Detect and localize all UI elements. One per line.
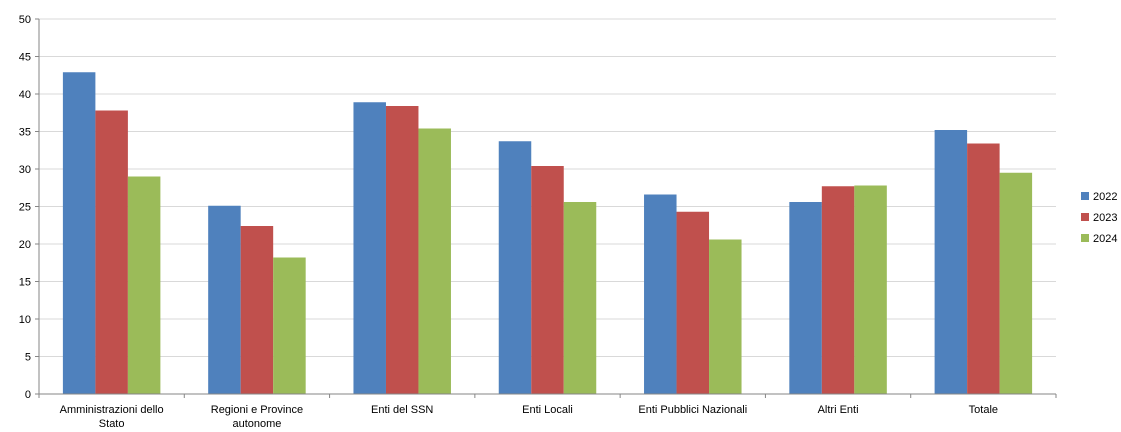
x-category-label: Enti del SSN bbox=[371, 404, 433, 416]
bar-2023 bbox=[385, 106, 419, 394]
bar-2024 bbox=[563, 202, 597, 394]
bar-2022 bbox=[934, 130, 968, 394]
y-tick-label: 25 bbox=[19, 202, 31, 214]
x-axis-labels: Amministrazioni dello Stato Regioni e Prov… bbox=[60, 404, 998, 430]
y-tick-label: 30 bbox=[19, 164, 31, 176]
x-category-label: Regioni e Province bbox=[211, 404, 303, 416]
y-tick-label: 45 bbox=[19, 52, 31, 64]
y-tick-label: 0 bbox=[25, 389, 31, 401]
bars bbox=[62, 72, 1033, 394]
bar-2022 bbox=[62, 72, 96, 394]
legend-label-2024: 2024 bbox=[1093, 233, 1117, 245]
bar-2023 bbox=[95, 110, 128, 394]
bar-2023 bbox=[531, 166, 564, 394]
legend-label-2023: 2023 bbox=[1093, 212, 1117, 224]
bar-2024 bbox=[709, 239, 742, 394]
legend-swatch-2023 bbox=[1081, 213, 1089, 221]
x-category-label: Stato bbox=[99, 418, 125, 430]
bar-2022 bbox=[353, 102, 386, 394]
bar-2024 bbox=[418, 128, 451, 394]
bar-2022 bbox=[498, 141, 532, 394]
y-tick-label: 50 bbox=[19, 14, 31, 26]
x-category-label: Amministrazioni dello bbox=[60, 404, 164, 416]
y-axis-ticks: 0 5 10 15 20 25 30 35 40 45 50 bbox=[19, 14, 39, 401]
legend-swatch-2024 bbox=[1081, 234, 1089, 242]
axes bbox=[38, 19, 1057, 398]
y-tick-label: 10 bbox=[19, 314, 31, 326]
legend-swatch-2022 bbox=[1081, 192, 1089, 200]
x-category-label: Totale bbox=[969, 404, 998, 416]
y-tick-label: 15 bbox=[19, 277, 31, 289]
bar-2022 bbox=[644, 194, 677, 394]
y-tick-label: 35 bbox=[19, 127, 31, 139]
bar-2024 bbox=[854, 185, 887, 394]
y-tick-label: 40 bbox=[19, 89, 31, 101]
bar-2024 bbox=[127, 176, 161, 394]
x-category-label: Enti Pubblici Nazionali bbox=[638, 404, 747, 416]
y-tick-label: 20 bbox=[19, 239, 31, 251]
bar-2024 bbox=[273, 257, 306, 394]
x-category-label: Altri Enti bbox=[818, 404, 859, 416]
legend-label-2022: 2022 bbox=[1093, 191, 1117, 203]
x-category-label: autonome bbox=[232, 418, 281, 430]
bar-2023 bbox=[967, 143, 1000, 394]
x-category-label: Enti Locali bbox=[522, 404, 573, 416]
bar-2022 bbox=[789, 202, 822, 394]
bar-2023 bbox=[240, 226, 274, 394]
bar-2023 bbox=[676, 211, 710, 394]
bar-2022 bbox=[208, 205, 241, 394]
bar-2023 bbox=[821, 186, 855, 394]
legend: 2022 2023 2024 bbox=[1081, 191, 1117, 245]
y-tick-label: 5 bbox=[25, 352, 31, 364]
bar-2024 bbox=[999, 172, 1033, 394]
